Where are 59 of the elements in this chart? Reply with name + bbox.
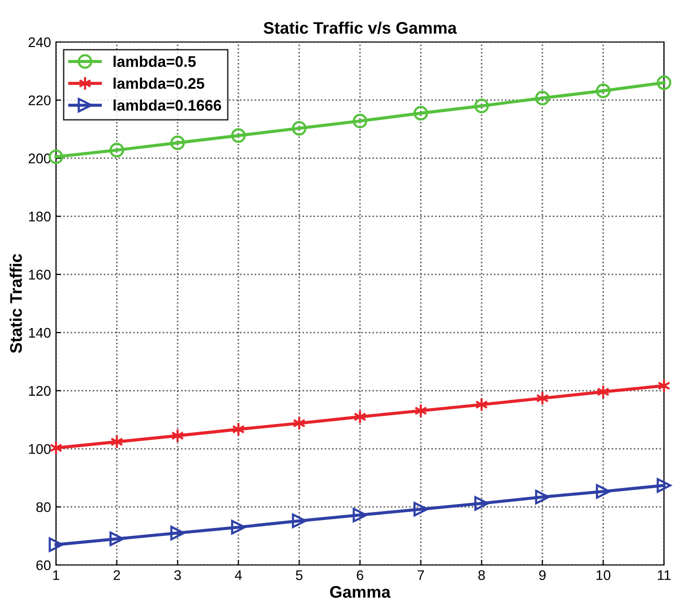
x-tick-label: 11 [658,570,671,580]
point [414,502,428,517]
legend-label: lambda=0.25 [114,78,204,89]
y-tick-label: 100 [29,444,51,454]
point [170,526,185,540]
point [50,440,62,456]
point [170,136,185,150]
x-tick-label: 3 [174,570,181,580]
y-tick-label: 160 [29,270,51,280]
point [292,514,306,528]
y-tick-label: 60 [36,560,51,570]
x-tick-label: 6 [356,570,364,580]
point [110,142,124,158]
point [535,490,550,504]
point [414,403,428,418]
y-tick-label: 180 [29,212,51,222]
point [656,478,672,493]
point [110,532,124,546]
y-tick-label: 140 [29,328,51,338]
point [354,410,366,424]
point [596,384,610,400]
y-tick-label: 220 [28,95,51,106]
y-tick-label: 120 [29,386,51,396]
legend-label: lambda=0.1666 [114,100,222,111]
point [171,428,184,443]
chart-title: Static Traffic v/s Gamma [264,22,457,34]
point [475,397,488,412]
point [48,149,64,164]
y-tick-label: 80 [36,502,51,512]
x-tick-label: 8 [478,570,485,580]
point [231,128,246,143]
point [232,422,245,437]
point [48,537,64,552]
point [352,114,368,128]
point [414,106,428,120]
point [292,121,306,136]
x-tick-label: 10 [596,570,610,580]
x-axis-title: Gamma [330,586,391,598]
point [231,520,246,535]
x-tick-label: 9 [539,570,546,580]
point [110,434,124,450]
point [536,390,549,406]
point [352,508,368,522]
point [474,496,489,511]
y-axis-title: Static Traffic [10,254,22,354]
x-tick-label: 4 [234,570,242,580]
point [474,98,489,114]
point [535,90,550,106]
x-tick-label: 7 [418,570,424,580]
point [596,84,610,98]
x-tick-label: 1 [53,570,60,580]
legend-label: lambda=0.5 [114,56,196,67]
point [292,416,306,431]
y-tick-label: 240 [28,37,51,48]
x-tick-label: 2 [114,570,120,580]
point [658,378,670,394]
point [596,484,610,499]
x-tick-label: 5 [296,570,302,580]
point [656,75,672,90]
